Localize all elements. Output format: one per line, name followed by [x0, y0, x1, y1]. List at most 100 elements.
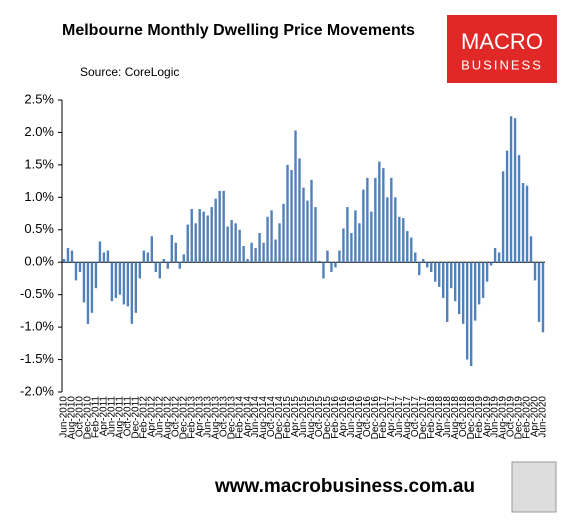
bar — [449, 262, 453, 289]
footer: www.macrobusiness.com.au — [214, 476, 475, 497]
x-tick-label: Dec-2013 — [226, 396, 237, 440]
bar — [114, 262, 118, 298]
bar — [537, 262, 541, 322]
bar — [110, 262, 114, 302]
bar — [150, 236, 154, 263]
bar — [457, 262, 461, 315]
y-tick-label: -2.0% — [20, 383, 54, 398]
bar — [270, 210, 273, 263]
x-tick-label: Feb-2016 — [330, 396, 341, 439]
bar — [434, 262, 437, 282]
bar — [258, 233, 261, 263]
x-tick-label: Oct-2019 — [506, 396, 517, 438]
x-tick-label: Jun-2017 — [394, 396, 405, 438]
x-tick-label: Feb-2020 — [522, 396, 533, 439]
x-tick-label: Jun-2013 — [202, 396, 213, 438]
bar — [78, 262, 82, 272]
x-tick-label: Oct-2011 — [123, 396, 134, 437]
bar — [338, 250, 341, 263]
bar — [438, 262, 441, 287]
bar — [529, 236, 533, 263]
x-tick-label: Aug-2010 — [67, 396, 78, 440]
x-tick-label: Apr-2019 — [482, 396, 493, 438]
y-tick-label: 2.5% — [24, 91, 54, 106]
x-tick-label: Aug-2011 — [115, 396, 126, 439]
bar — [306, 200, 309, 263]
y-tick-label: -1.5% — [20, 351, 54, 366]
x-tick-label: Jun-2010 — [59, 396, 70, 438]
bar — [142, 250, 146, 263]
bar — [234, 223, 237, 263]
bar — [226, 226, 229, 263]
x-tick-label: Dec-2016 — [370, 396, 381, 440]
bar — [334, 262, 337, 268]
x-tick-label: Jun-2019 — [490, 396, 501, 438]
x-tick-label: Aug-2018 — [450, 396, 461, 440]
bar — [118, 262, 122, 295]
bar — [250, 242, 253, 263]
y-tick-label: -1.0% — [20, 319, 54, 334]
bar — [382, 168, 385, 263]
y-tick-label: 1.5% — [24, 156, 54, 171]
y-tick-label: 0.0% — [24, 254, 54, 269]
bar — [210, 207, 213, 263]
x-tick-label: Apr-2012 — [146, 396, 157, 438]
bar — [206, 215, 209, 263]
bar — [82, 262, 86, 303]
x-tick-label: Oct-2016 — [362, 396, 373, 438]
bar — [126, 262, 130, 307]
x-tick-label: Jun-2016 — [346, 396, 357, 438]
bar — [90, 262, 94, 313]
bar — [370, 211, 373, 263]
bar — [322, 262, 325, 279]
source: Source: CoreLogic — [80, 65, 179, 79]
bar — [310, 179, 313, 263]
bar — [342, 228, 345, 263]
bar — [158, 262, 161, 279]
bar — [74, 262, 78, 281]
bar — [130, 262, 134, 324]
bar — [246, 258, 249, 263]
bar — [430, 262, 433, 272]
bar — [473, 262, 477, 321]
bar — [366, 177, 369, 263]
bar — [326, 250, 329, 263]
bar — [290, 170, 293, 263]
bar — [274, 239, 277, 263]
bar — [362, 189, 365, 263]
x-tick-label: Feb-2014 — [234, 396, 245, 439]
bar — [354, 210, 357, 263]
bar — [222, 190, 225, 263]
x-tick-label: Apr-2018 — [434, 396, 445, 438]
bar — [102, 252, 106, 263]
x-tick-label: Dec-2015 — [322, 396, 333, 440]
bar — [190, 209, 193, 263]
bar — [170, 234, 173, 263]
bar — [298, 158, 301, 263]
bar — [390, 177, 393, 263]
x-tick-label: Aug-2019 — [498, 396, 509, 440]
bar — [218, 190, 221, 263]
bar — [154, 262, 158, 272]
bar — [398, 216, 401, 263]
bar — [174, 242, 177, 263]
bar — [485, 262, 489, 282]
bar — [70, 250, 74, 263]
x-tick-label: Dec-2010 — [83, 396, 94, 440]
x-tick-label: Apr-2015 — [290, 396, 301, 438]
bar — [262, 242, 265, 263]
x-tick-label: Aug-2014 — [258, 396, 269, 440]
bar — [402, 218, 405, 263]
wolf-image — [511, 461, 557, 513]
bar — [350, 233, 353, 263]
x-tick-label: Oct-2013 — [218, 396, 229, 438]
x-tick-label: Apr-2014 — [242, 396, 253, 438]
y-tick-label: -0.5% — [20, 286, 54, 301]
bar — [465, 262, 469, 360]
bar — [122, 262, 126, 305]
bar — [521, 183, 525, 263]
bar — [461, 262, 465, 324]
bar — [477, 262, 481, 305]
